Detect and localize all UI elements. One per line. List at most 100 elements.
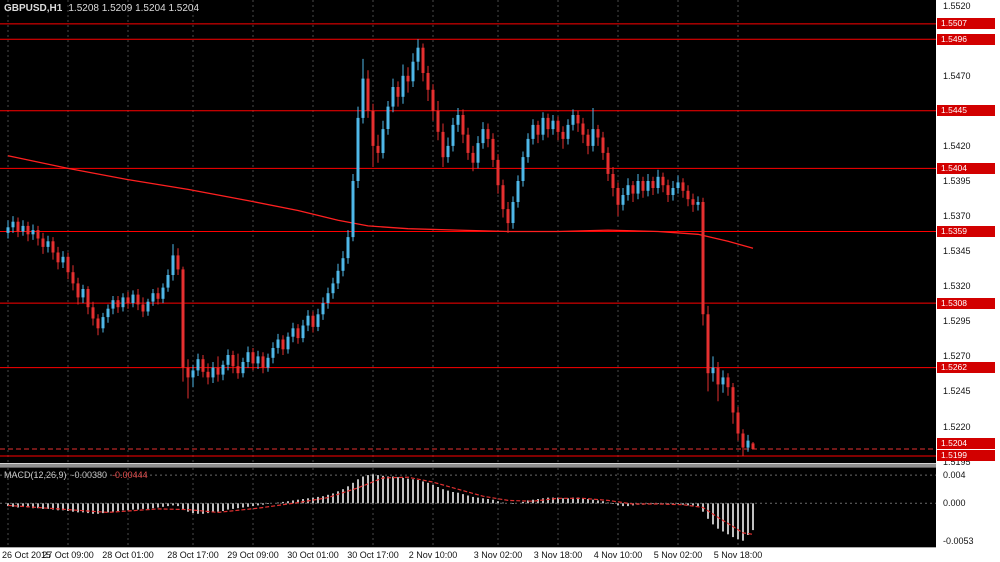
candle-body <box>506 209 510 224</box>
ohlc-values: 1.5208 1.5209 1.5204 1.5204 <box>68 3 200 14</box>
moving-average-line[interactable] <box>7 155 754 249</box>
candle-body <box>226 355 230 365</box>
time-axis-label: 5 Nov 18:00 <box>713 550 763 560</box>
candle-body <box>596 129 600 138</box>
candle-body <box>171 255 175 275</box>
price-axis[interactable]: 1.55201.54951.54701.54451.54201.53951.53… <box>936 0 1000 562</box>
candle-body <box>421 47 425 73</box>
macd-axis-label: -0.0053 <box>943 536 974 546</box>
price-tick-label: 1.5320 <box>943 281 971 291</box>
candle-body <box>526 138 530 158</box>
candle-body <box>686 190 690 200</box>
candle-body <box>531 124 535 139</box>
price-tick-label: 1.5420 <box>943 141 971 151</box>
candle-body <box>681 182 685 191</box>
macd-axis-label: 0.004 <box>943 470 966 480</box>
time-axis[interactable]: 26 Oct 2015 27 Oct 09:00 28 Oct 01:00 28 Oc… <box>0 547 936 562</box>
macd-main-value: -0.00380 <box>71 470 108 480</box>
candle-body <box>726 377 730 388</box>
chart-title-ohlc: GBPUSD,H1 1.5208 1.5209 1.5204 1.5204 <box>4 3 199 14</box>
candle-body <box>631 185 635 194</box>
candle-body <box>231 355 235 367</box>
price-line-label: 1.5507 <box>937 18 995 29</box>
price-tick-label: 1.5245 <box>943 386 971 396</box>
candle-body <box>386 106 390 129</box>
time-axis-label: 28 Oct 01:00 <box>102 550 154 560</box>
macd-axis-label: 0.000 <box>943 498 966 508</box>
candle-body <box>361 78 365 118</box>
candle-body <box>471 152 475 163</box>
time-axis-label: 29 Oct 09:00 <box>227 550 279 560</box>
time-axis-label: 27 Oct 09:00 <box>42 550 94 560</box>
candle-body <box>191 370 195 378</box>
macd-signal-value: -0.00444 <box>112 470 148 480</box>
candle-body <box>601 137 605 153</box>
candle-body <box>586 134 590 146</box>
candle-body <box>571 115 575 125</box>
candle-body <box>221 364 225 375</box>
time-axis-label: 5 Nov 02:00 <box>653 550 703 560</box>
candle-body <box>346 237 350 259</box>
price-chart-pane[interactable]: GBPUSD,H1 1.5208 1.5209 1.5204 1.5204 <box>0 0 936 463</box>
candle-body <box>611 174 615 188</box>
candle-body <box>431 89 435 111</box>
candle-body <box>476 143 480 163</box>
candle-body <box>741 433 745 448</box>
candle-body <box>196 359 200 371</box>
candle-body <box>746 440 750 448</box>
panel-separator[interactable] <box>0 463 1000 468</box>
price-line-label: 1.5308 <box>937 298 995 309</box>
candle-body <box>291 328 295 337</box>
price-line-label: 1.5262 <box>937 362 995 373</box>
candle-body <box>691 199 695 205</box>
candle-body <box>376 145 380 153</box>
candle-body <box>451 124 455 146</box>
candle-body <box>581 123 585 135</box>
time-axis-label: 4 Nov 10:00 <box>593 550 643 560</box>
candle-body <box>416 47 420 62</box>
macd-indicator-pane[interactable]: MACD(12,26,9) -0.00380 -0.00444 <box>0 468 936 547</box>
candle-body <box>461 115 465 135</box>
candle-body <box>141 304 145 312</box>
candle-body <box>36 230 40 239</box>
candle-body <box>186 367 190 378</box>
candle-body <box>271 348 275 358</box>
macd-name: MACD(12,26,9) <box>4 470 67 480</box>
candle-body <box>616 188 620 205</box>
candle-body <box>76 283 80 298</box>
candle-body <box>501 185 505 210</box>
candle-body <box>21 225 25 232</box>
candle-body <box>151 293 155 302</box>
candle-body <box>516 181 520 202</box>
candle-body <box>236 366 240 374</box>
candle-body <box>646 181 650 191</box>
candle-body <box>356 117 360 181</box>
candle-body <box>481 129 485 144</box>
candle-body <box>336 270 340 284</box>
candle-body <box>46 241 50 247</box>
symbol-timeframe-label: GBPUSD,H1 <box>4 3 63 14</box>
candle-body <box>721 377 725 385</box>
price-tick-label: 1.5295 <box>943 316 971 326</box>
price-tick-label: 1.5270 <box>943 351 971 361</box>
candle-body <box>381 129 385 153</box>
candle-body <box>661 176 665 186</box>
price-tick-label: 1.5395 <box>943 176 971 186</box>
candle-body <box>61 256 65 263</box>
candle-body <box>296 328 300 339</box>
candle-body <box>286 336 290 350</box>
candle-body <box>401 75 405 97</box>
candle-body <box>66 256 70 273</box>
candle-body <box>256 356 260 364</box>
candle-body <box>136 294 140 305</box>
candle-body <box>636 181 640 194</box>
candle-body <box>446 145 450 158</box>
candle-body <box>391 87 395 107</box>
candle-body <box>201 359 205 372</box>
candle-body <box>546 117 550 130</box>
candle-body <box>491 138 495 160</box>
candle-body <box>331 283 335 294</box>
candle-body <box>281 339 285 350</box>
candle-body <box>341 258 345 271</box>
candle-body <box>591 129 595 146</box>
